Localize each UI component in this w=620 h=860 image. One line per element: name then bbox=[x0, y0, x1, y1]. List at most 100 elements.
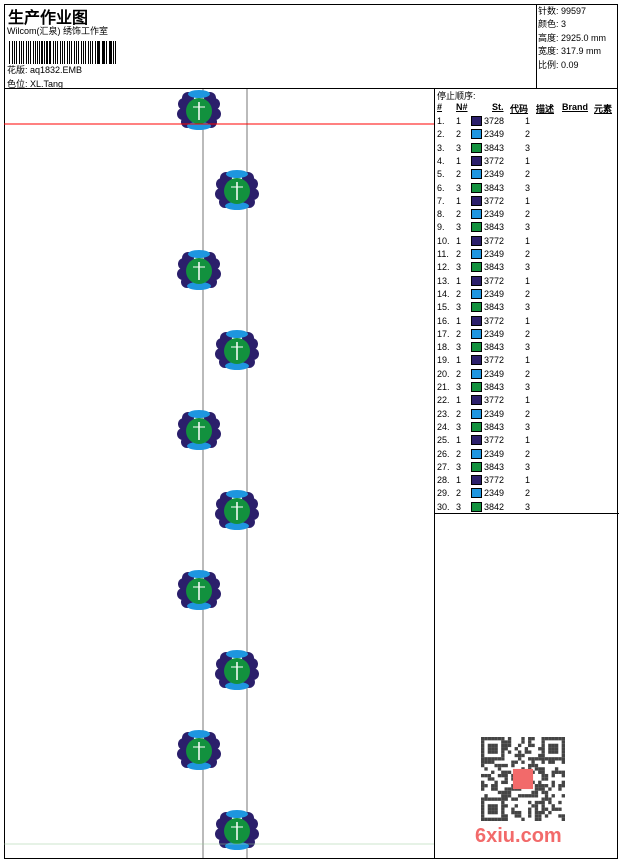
code-value: 1 bbox=[525, 116, 531, 126]
stop-row: 1. 1 3728 1 bbox=[435, 115, 619, 128]
col-stop: # bbox=[437, 102, 443, 112]
code-value: 2 bbox=[525, 169, 531, 180]
needle-number: 1 bbox=[456, 116, 462, 126]
stop-row: 10. 1 3772 1 bbox=[435, 235, 619, 248]
color-swatch bbox=[471, 222, 482, 233]
needle-number: 2 bbox=[456, 368, 462, 379]
thread-code: 3843 bbox=[484, 262, 505, 273]
color-swatch bbox=[471, 368, 482, 379]
color-swatch bbox=[471, 461, 482, 472]
color-swatch bbox=[471, 262, 482, 273]
color-swatch bbox=[471, 315, 482, 326]
design-height: 高度: 2925.0 mm bbox=[538, 32, 607, 43]
thread-code: 3843 bbox=[484, 142, 505, 153]
color-swatch bbox=[471, 155, 482, 166]
needle-number: 2 bbox=[456, 328, 462, 339]
thread-code: 2349 bbox=[484, 169, 505, 180]
stop-row: 2. 2 2349 2 bbox=[435, 128, 619, 141]
code-value: 3 bbox=[525, 501, 531, 512]
thread-code: 2349 bbox=[484, 209, 505, 220]
thread-code: 2349 bbox=[484, 249, 505, 259]
needle-number: 3 bbox=[456, 222, 462, 233]
code-value: 3 bbox=[525, 182, 531, 193]
needle-number: 3 bbox=[456, 501, 462, 512]
stop-row: 28. 1 3772 1 bbox=[435, 474, 619, 487]
code-value: 2 bbox=[525, 288, 531, 299]
stop-number: 28. bbox=[437, 475, 450, 486]
needle-number: 1 bbox=[456, 275, 462, 286]
stop-row: 8. 2 2349 2 bbox=[435, 208, 619, 221]
col-needle: N# bbox=[456, 102, 468, 112]
stop-sequence-panel: 停止顺序: # N# St. 代码 描述 Brand 元素 1. 1 3728 … bbox=[434, 89, 619, 858]
code-value: 3 bbox=[525, 302, 531, 313]
stop-number: 3. bbox=[437, 142, 445, 153]
needle-number: 3 bbox=[456, 142, 462, 153]
stop-number: 7. bbox=[437, 195, 445, 206]
needle-number: 3 bbox=[456, 302, 462, 313]
needle-number: 2 bbox=[456, 249, 462, 259]
needle-number: 2 bbox=[456, 448, 462, 459]
embroidery-motif bbox=[177, 410, 221, 450]
code-value: 2 bbox=[525, 368, 531, 379]
stop-row: 19. 1 3772 1 bbox=[435, 354, 619, 367]
color-swatch bbox=[471, 408, 482, 419]
stop-number: 6. bbox=[437, 182, 445, 193]
stop-row: 9. 3 3843 3 bbox=[435, 221, 619, 234]
color-swatch bbox=[471, 129, 482, 140]
stop-row: 4. 1 3772 1 bbox=[435, 155, 619, 168]
color-swatch bbox=[471, 501, 482, 512]
company-name: Wilcom(汇泉) 绣饰工作室 bbox=[7, 26, 108, 36]
thread-code: 2349 bbox=[484, 288, 505, 299]
color-swatch bbox=[471, 302, 482, 313]
stop-number: 13. bbox=[437, 275, 450, 286]
stop-number: 8. bbox=[437, 209, 445, 220]
code-value: 3 bbox=[525, 461, 531, 472]
design-preview[interactable] bbox=[4, 89, 434, 858]
col-brand: Brand bbox=[562, 102, 589, 112]
needle-number: 3 bbox=[456, 182, 462, 193]
stop-row: 5. 2 2349 2 bbox=[435, 168, 619, 181]
page-title: 生产作业图 bbox=[8, 10, 89, 27]
thread-code: 3772 bbox=[484, 435, 505, 446]
code-value: 3 bbox=[525, 262, 531, 273]
embroidery-motif bbox=[177, 90, 221, 130]
stop-row: 7. 1 3772 1 bbox=[435, 195, 619, 208]
stitch-count: 针数: 99597 bbox=[538, 6, 587, 16]
stop-number: 10. bbox=[437, 235, 450, 246]
color-swatch bbox=[471, 435, 482, 446]
stop-row: 26. 2 2349 2 bbox=[435, 448, 619, 461]
thread-code: 3842 bbox=[484, 501, 505, 512]
needle-number: 3 bbox=[456, 461, 462, 472]
stop-number: 24. bbox=[437, 421, 450, 432]
needle-number: 1 bbox=[456, 195, 462, 206]
code-value: 1 bbox=[525, 395, 531, 406]
color-swatch bbox=[471, 275, 482, 286]
stop-number: 21. bbox=[437, 382, 450, 392]
stop-number: 15. bbox=[437, 302, 450, 313]
stop-number: 25. bbox=[437, 435, 450, 446]
embroidery-motif bbox=[177, 570, 221, 610]
stop-number: 19. bbox=[437, 355, 450, 366]
stop-number: 11. bbox=[437, 249, 449, 259]
code-value: 1 bbox=[525, 315, 531, 326]
needle-number: 2 bbox=[456, 129, 462, 140]
thread-code: 2349 bbox=[484, 448, 505, 459]
stop-number: 26. bbox=[437, 448, 450, 459]
color-swatch bbox=[471, 421, 482, 432]
color-swatch bbox=[471, 488, 482, 499]
thread-code: 3843 bbox=[484, 342, 505, 353]
color-swatch bbox=[471, 328, 482, 339]
stop-row: 24. 3 3843 3 bbox=[435, 421, 619, 434]
stop-row: 14. 2 2349 2 bbox=[435, 288, 619, 301]
code-value: 2 bbox=[525, 328, 531, 339]
needle-number: 1 bbox=[456, 355, 462, 366]
needle-number: 1 bbox=[456, 315, 462, 326]
thread-code: 2349 bbox=[484, 488, 505, 499]
stop-row: 23. 2 2349 2 bbox=[435, 408, 619, 421]
stop-row: 6. 3 3843 3 bbox=[435, 182, 619, 195]
code-value: 2 bbox=[525, 129, 531, 140]
code-value: 3 bbox=[525, 222, 531, 233]
design-file: 花版: aq1832.EMB bbox=[7, 65, 83, 75]
needle-number: 1 bbox=[456, 235, 462, 246]
code-value: 1 bbox=[525, 475, 531, 486]
